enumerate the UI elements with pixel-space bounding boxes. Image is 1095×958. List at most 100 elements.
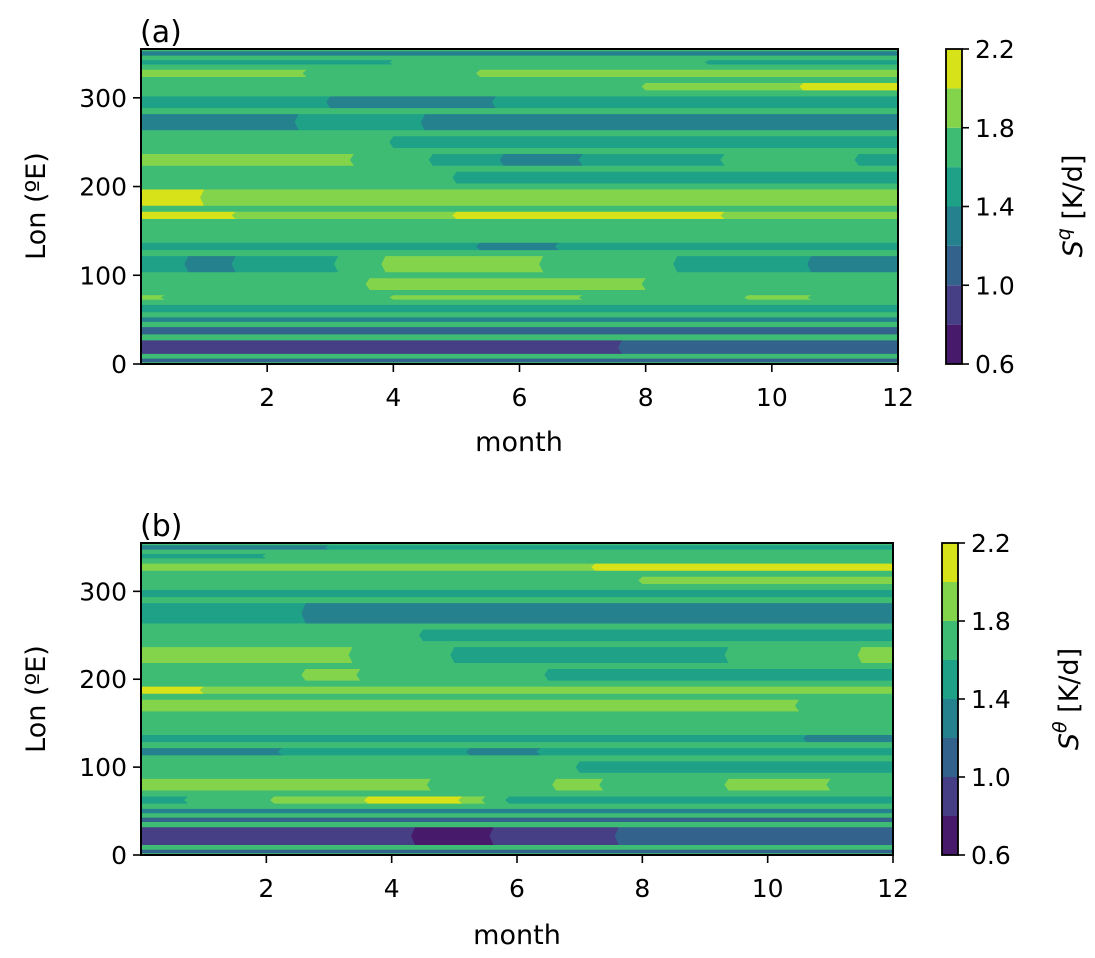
colorbar-segment <box>946 324 962 364</box>
contour-band <box>141 96 898 109</box>
contour-cell <box>381 256 548 273</box>
colorbar-segment <box>946 127 962 168</box>
contour-cell <box>141 278 374 291</box>
colorbar-tick-label: 1.0 <box>975 271 1015 300</box>
contour-cell <box>141 295 169 300</box>
colorbar-tick-label: 1.8 <box>975 114 1015 143</box>
contour-cell <box>141 96 335 109</box>
y-tick-label: 200 <box>79 665 127 694</box>
contour-cell <box>578 154 729 166</box>
contour-cell <box>428 154 508 166</box>
contour-cell <box>578 295 753 300</box>
contour-cell <box>325 545 893 550</box>
contour-band <box>141 589 893 598</box>
y-tick-label: 100 <box>79 261 127 290</box>
contour-cell <box>450 647 733 664</box>
contour-band <box>141 669 893 681</box>
contour-background <box>141 49 898 364</box>
contour-cell <box>795 699 893 712</box>
contour-cell <box>420 114 898 131</box>
contour-cell <box>411 827 498 845</box>
contour-cell <box>552 778 608 791</box>
contour-band <box>141 295 898 300</box>
contour-cell <box>326 96 500 109</box>
contour-band <box>141 327 898 335</box>
colorbar-tick-label: 2.2 <box>971 529 1011 558</box>
contour-cell <box>141 817 893 823</box>
colorbar-tick-label: 0.6 <box>975 350 1015 379</box>
contour-cell <box>160 295 398 300</box>
contour-cell <box>141 211 240 220</box>
contour-cell <box>141 545 333 550</box>
colorbar-segment <box>946 167 962 207</box>
contour-cell <box>426 778 561 791</box>
contour-band <box>141 189 898 206</box>
x-tick-label: 2 <box>259 383 275 412</box>
contour-band <box>141 563 893 571</box>
contour-cell <box>554 242 898 251</box>
contour-cell <box>389 295 587 300</box>
contour-cell <box>141 699 803 712</box>
contour-cell <box>744 295 816 300</box>
contour-cell <box>854 154 898 166</box>
contour-band <box>141 60 898 65</box>
x-axis-label-a: month <box>475 427 563 458</box>
y-axis-b: 0 100 200 300 <box>79 577 141 870</box>
contour-band <box>141 761 893 773</box>
contour-cell <box>539 256 682 273</box>
contour-cell <box>389 136 898 149</box>
contour-band <box>141 242 898 251</box>
contour-band <box>141 154 898 166</box>
contour-band <box>141 114 898 131</box>
x-tick-label: 8 <box>634 874 650 903</box>
x-tick-label: 12 <box>882 383 914 412</box>
contour-band <box>141 603 893 624</box>
contour-cell <box>505 796 893 804</box>
contour-cell <box>364 796 467 804</box>
colorbar-tick-label: 1.4 <box>971 685 1011 714</box>
contour-cell <box>141 647 357 664</box>
contour-cell <box>141 327 898 335</box>
contour-cell <box>294 114 429 131</box>
contour-band <box>141 278 898 291</box>
contour-cell <box>356 669 553 681</box>
contour-band <box>141 647 893 664</box>
contour-cell <box>184 256 240 273</box>
colorbar-tick-label: 1.8 <box>971 607 1011 636</box>
contour-cell <box>452 211 729 220</box>
colorbar-segment <box>942 582 958 621</box>
contour-cell <box>141 686 208 694</box>
contour-cell <box>141 189 209 206</box>
contour-cell <box>720 211 898 220</box>
colorbar-label-base-a: S <box>1058 240 1089 257</box>
colorbar-label-base-b: S <box>1054 733 1085 750</box>
panel-b: (b) 2 4 6 8 10 12 0 100 200 300 month Lon (ºE) 0… <box>21 509 1085 951</box>
contour-cell <box>807 295 898 300</box>
colorbar-segment <box>942 816 958 855</box>
contour-band <box>141 849 893 854</box>
colorbar-segment <box>946 206 962 246</box>
colorbar-tick-label: 2.2 <box>975 35 1015 64</box>
colorbar-label-sup-b: θ <box>1049 721 1071 733</box>
colorbar-b: 0.6 1.0 1.4 1.8 2.2 <box>941 529 1011 870</box>
contour-cell <box>724 647 866 664</box>
contour-cell <box>278 748 474 756</box>
contour-cell <box>141 629 427 642</box>
contour-band <box>141 358 898 363</box>
x-axis-a: 2 4 6 8 10 12 <box>259 364 914 412</box>
contour-band <box>141 817 893 823</box>
contour-band <box>141 808 893 814</box>
contour-band <box>141 340 898 354</box>
x-tick-label: 6 <box>512 383 528 412</box>
contour-cell <box>301 603 893 624</box>
contour-cell <box>184 796 279 804</box>
contour-cell <box>638 576 893 584</box>
contour-cell <box>141 748 286 756</box>
contour-cell <box>466 748 545 756</box>
contour-cell <box>141 778 435 791</box>
colorbar-segment <box>942 660 958 699</box>
contour-cell <box>476 69 898 78</box>
contour-band <box>141 778 893 791</box>
contour-cell <box>802 734 893 743</box>
